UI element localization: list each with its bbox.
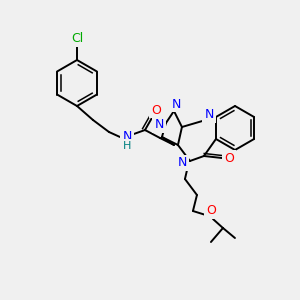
Text: O: O <box>151 103 161 116</box>
Text: N: N <box>204 109 214 122</box>
Text: O: O <box>224 152 234 164</box>
Text: N: N <box>154 118 164 131</box>
Text: H: H <box>123 141 131 151</box>
Text: N: N <box>122 130 132 143</box>
Text: O: O <box>206 205 216 218</box>
Text: Cl: Cl <box>71 32 83 46</box>
Text: N: N <box>177 157 187 169</box>
Text: N: N <box>171 98 181 110</box>
